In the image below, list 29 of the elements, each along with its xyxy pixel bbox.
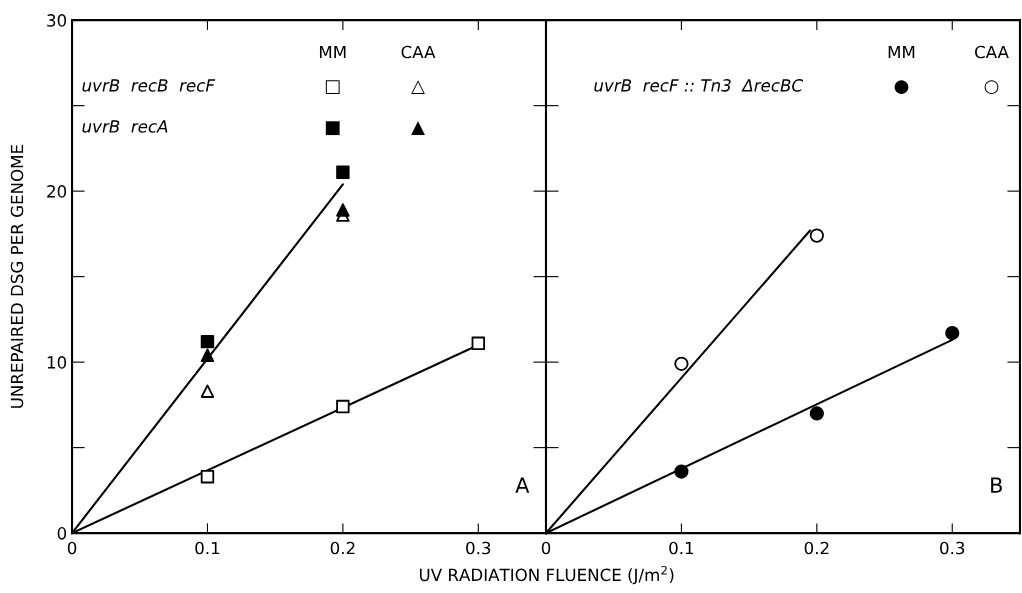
x-tick-label: 0 [67, 541, 77, 555]
x-tick-label: 0.1 [195, 541, 220, 555]
annotation: uvrB recB recF [82, 79, 216, 92]
annotation: MM [888, 45, 915, 59]
x-tick-label: 0.1 [669, 541, 694, 555]
y-tick-label: 10 [47, 356, 67, 369]
annotation: △ [411, 80, 425, 95]
annotation: ■ [325, 121, 340, 136]
y-tick-label: 0 [57, 527, 67, 540]
annotation: ○ [984, 80, 999, 95]
annotation: □ [325, 80, 340, 95]
x-tick-label: 0.2 [804, 541, 829, 555]
annotation: ● [894, 80, 909, 95]
x-axis-title: UV RADIATION FLUENCE (J/m$^{2}$) [419, 565, 674, 585]
annotation: uvrB recA [82, 120, 168, 133]
annotation: CAA [975, 45, 1009, 59]
annotation: uvrB recF :: Tn3 ΔrecBC [594, 79, 804, 92]
y-tick-label: 20 [47, 185, 67, 198]
y-axis-title: UNREPAIRED DSG PER GENOME [10, 145, 24, 408]
x-tick-label: 0.3 [940, 541, 965, 555]
annotation: B [991, 477, 1002, 493]
annotation: CAA [401, 45, 436, 59]
annotation: ▲ [411, 121, 425, 136]
x-tick-label: 0 [541, 541, 551, 555]
x-tick-label: 0.3 [466, 541, 491, 555]
annotation: A [515, 477, 530, 493]
x-tick-label: 0.2 [330, 541, 355, 555]
annotation: MM [319, 45, 346, 59]
y-tick-label: 30 [47, 14, 67, 27]
